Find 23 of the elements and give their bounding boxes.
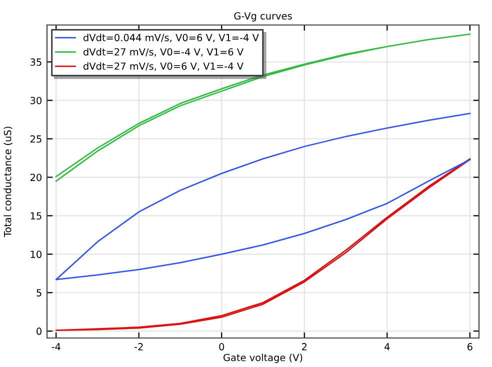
line-series [55,112,471,280]
y-tick-label: 15 [30,212,42,220]
y-tick-label: 10 [30,250,42,258]
legend-label: dVdt=27 mV/s, V0=6 V, V1=-4 V [84,62,244,71]
y-axis-title: Total conductance (uS) [4,126,12,238]
x-tick-label: 2 [302,343,306,350]
x-tick-label: -4 [52,343,60,350]
legend-label: dVdt=0.044 mV/s, V0=6 V, V1=-4 V [84,34,259,42]
y-tick-label: 0 [36,328,42,335]
line-series [55,34,471,182]
line-series [55,158,471,332]
legend-label: dVdt=27 mV/s, V0=-4 V, V1=6 V [84,48,244,57]
y-tick-label: 5 [36,289,42,296]
y-tick-label: 25 [30,135,42,143]
x-tick-label: 6 [467,343,472,350]
y-tick-label: 20 [30,174,42,182]
x-tick-label: -2 [134,343,143,350]
y-tick-label: 30 [30,96,42,104]
x-axis-title: Gate voltage (V) [224,354,302,364]
x-tick-label: 0 [219,343,224,350]
x-tick-label: 4 [384,343,390,350]
y-tick-label: 35 [30,58,42,66]
chart-title: G-Vg curves [234,12,292,22]
